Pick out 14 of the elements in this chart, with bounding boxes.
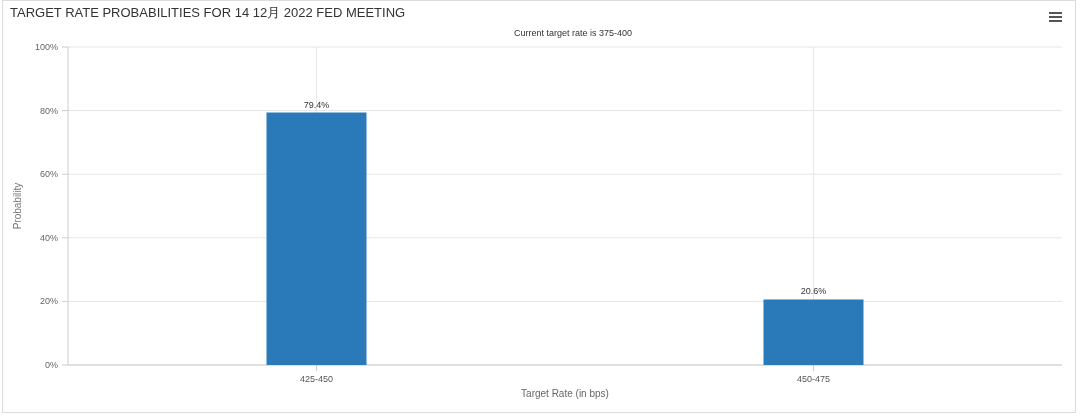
xlabel: Target Rate (in bps) — [521, 388, 609, 399]
ylabel: Probability — [12, 182, 23, 230]
ytick: 20% — [40, 296, 58, 307]
title: TARGET RATE PROBABILITIES FOR 14 12月 2022 FED MEETING — [10, 5, 406, 20]
xtick: 425-450 — [300, 374, 333, 384]
ytick: 100% — [34, 42, 58, 52]
xtick: 450-475 — [797, 374, 830, 384]
data-label: 20.6% — [800, 286, 827, 297]
ytick: 0% — [45, 360, 58, 370]
ytick: 80% — [40, 105, 58, 116]
subtitle: Current target rate is 375-400 — [513, 28, 633, 38]
ytick: 40% — [40, 232, 58, 243]
ytick: 60% — [40, 169, 58, 180]
data-label: 79.4% — [303, 99, 330, 110]
